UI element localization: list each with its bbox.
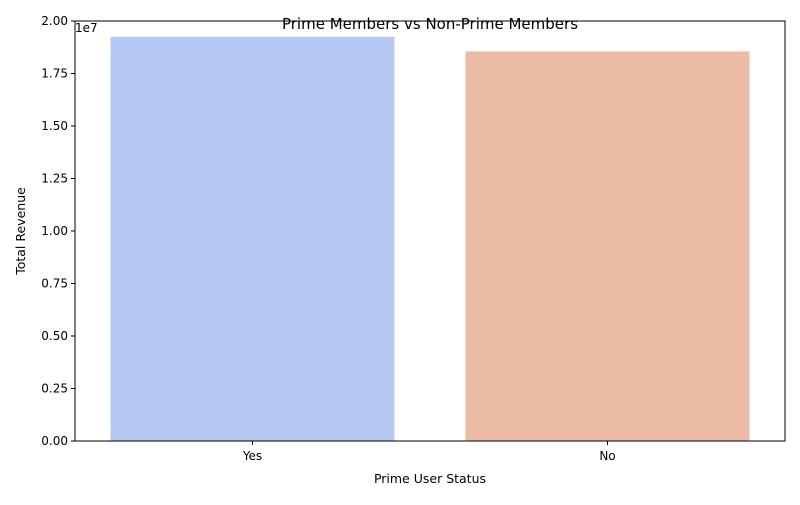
- y-tick-label: 2.00: [41, 14, 68, 28]
- y-axis: 0.00 0.25 0.50 0.75 1.00 1.25 1.50 1.75 2.00: [41, 14, 75, 448]
- bar-no: [465, 51, 750, 441]
- y-tick-label: 1.00: [41, 224, 68, 238]
- y-tick-label: 0.00: [41, 434, 68, 448]
- chart-title: Prime Members vs Non-Prime Members: [282, 15, 578, 33]
- y-axis-offset-label: 1e7: [75, 21, 98, 35]
- bars-group: [110, 36, 750, 441]
- y-tick-label: 1.25: [41, 172, 68, 186]
- plot-frame: [74, 20, 786, 442]
- y-tick-label: 0.25: [41, 382, 68, 396]
- x-axis-label: Prime User Status: [374, 471, 486, 486]
- x-tick-label: Yes: [242, 449, 262, 463]
- y-tick-label: 1.50: [41, 119, 68, 133]
- y-axis-label: Total Revenue: [13, 187, 28, 276]
- x-axis: Yes No: [242, 441, 616, 463]
- bar-yes: [110, 36, 395, 441]
- y-tick-label: 0.50: [41, 329, 68, 343]
- x-tick-label: No: [599, 449, 615, 463]
- y-tick-label: 1.75: [41, 67, 68, 81]
- y-tick-label: 0.75: [41, 277, 68, 291]
